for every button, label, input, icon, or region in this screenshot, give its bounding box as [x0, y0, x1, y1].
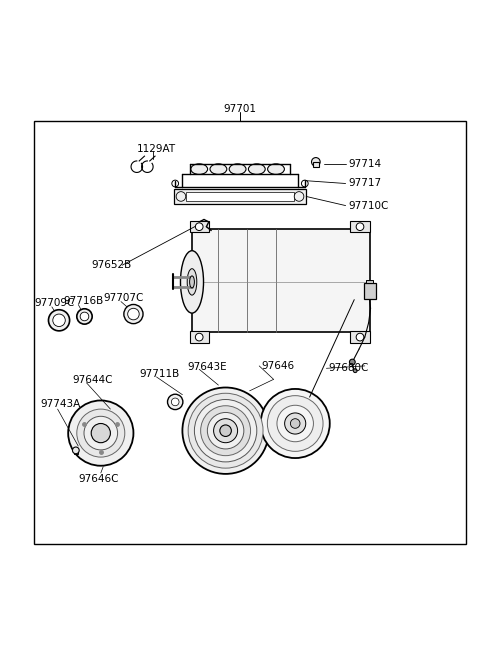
Ellipse shape — [229, 164, 246, 174]
Text: 97709C: 97709C — [35, 297, 75, 308]
Ellipse shape — [190, 276, 194, 288]
Bar — [74, 451, 78, 454]
Circle shape — [356, 223, 364, 231]
Text: 97644C: 97644C — [72, 375, 112, 385]
Circle shape — [301, 180, 308, 187]
Text: 97710C: 97710C — [348, 200, 388, 210]
Circle shape — [80, 312, 89, 321]
Bar — [192, 229, 370, 332]
Text: 97714: 97714 — [348, 159, 381, 169]
Text: 97716B: 97716B — [63, 295, 104, 306]
Bar — [174, 189, 306, 204]
Ellipse shape — [210, 164, 227, 174]
Circle shape — [195, 223, 203, 231]
Circle shape — [91, 424, 110, 443]
Circle shape — [294, 192, 304, 201]
Circle shape — [277, 405, 313, 441]
Text: 97680C: 97680C — [329, 364, 369, 373]
Circle shape — [207, 413, 244, 449]
Text: 97717: 97717 — [348, 179, 381, 189]
Text: 97711B: 97711B — [140, 369, 180, 379]
Text: 97643E: 97643E — [187, 362, 227, 372]
Text: 1129AT: 1129AT — [137, 144, 176, 154]
Circle shape — [201, 405, 251, 456]
Circle shape — [168, 394, 183, 409]
Ellipse shape — [249, 164, 265, 174]
Circle shape — [285, 413, 306, 434]
Circle shape — [128, 309, 139, 320]
Circle shape — [77, 309, 92, 324]
Circle shape — [172, 180, 179, 187]
Circle shape — [53, 314, 65, 327]
Circle shape — [124, 305, 143, 324]
Circle shape — [84, 417, 118, 450]
Text: 97707C: 97707C — [103, 293, 144, 303]
Circle shape — [195, 333, 203, 341]
Bar — [34, 121, 466, 544]
Bar — [190, 221, 209, 233]
Bar — [186, 192, 294, 201]
Circle shape — [188, 393, 263, 468]
Circle shape — [349, 359, 355, 365]
Bar — [190, 331, 209, 343]
Ellipse shape — [268, 164, 284, 174]
Bar — [364, 284, 376, 299]
Circle shape — [77, 409, 125, 457]
Circle shape — [290, 419, 300, 428]
Circle shape — [267, 396, 323, 451]
Bar — [350, 221, 370, 233]
Ellipse shape — [187, 269, 197, 295]
Circle shape — [176, 192, 186, 201]
Circle shape — [261, 389, 330, 458]
Text: 97701: 97701 — [224, 104, 256, 114]
Text: 97743A: 97743A — [41, 400, 81, 409]
Circle shape — [72, 447, 79, 454]
Text: 97646: 97646 — [262, 361, 295, 371]
Circle shape — [356, 333, 364, 341]
Circle shape — [48, 310, 70, 331]
Circle shape — [194, 400, 257, 462]
Circle shape — [312, 158, 320, 166]
Circle shape — [214, 419, 238, 443]
Ellipse shape — [191, 164, 207, 174]
Bar — [366, 280, 373, 284]
Circle shape — [171, 398, 179, 405]
Circle shape — [68, 400, 133, 466]
Circle shape — [220, 425, 231, 436]
Circle shape — [182, 388, 269, 474]
Ellipse shape — [180, 251, 204, 313]
Text: 97646C: 97646C — [78, 474, 119, 483]
Bar — [313, 162, 319, 167]
Bar — [350, 331, 370, 343]
Text: 97652B: 97652B — [91, 260, 132, 270]
Circle shape — [353, 369, 357, 373]
